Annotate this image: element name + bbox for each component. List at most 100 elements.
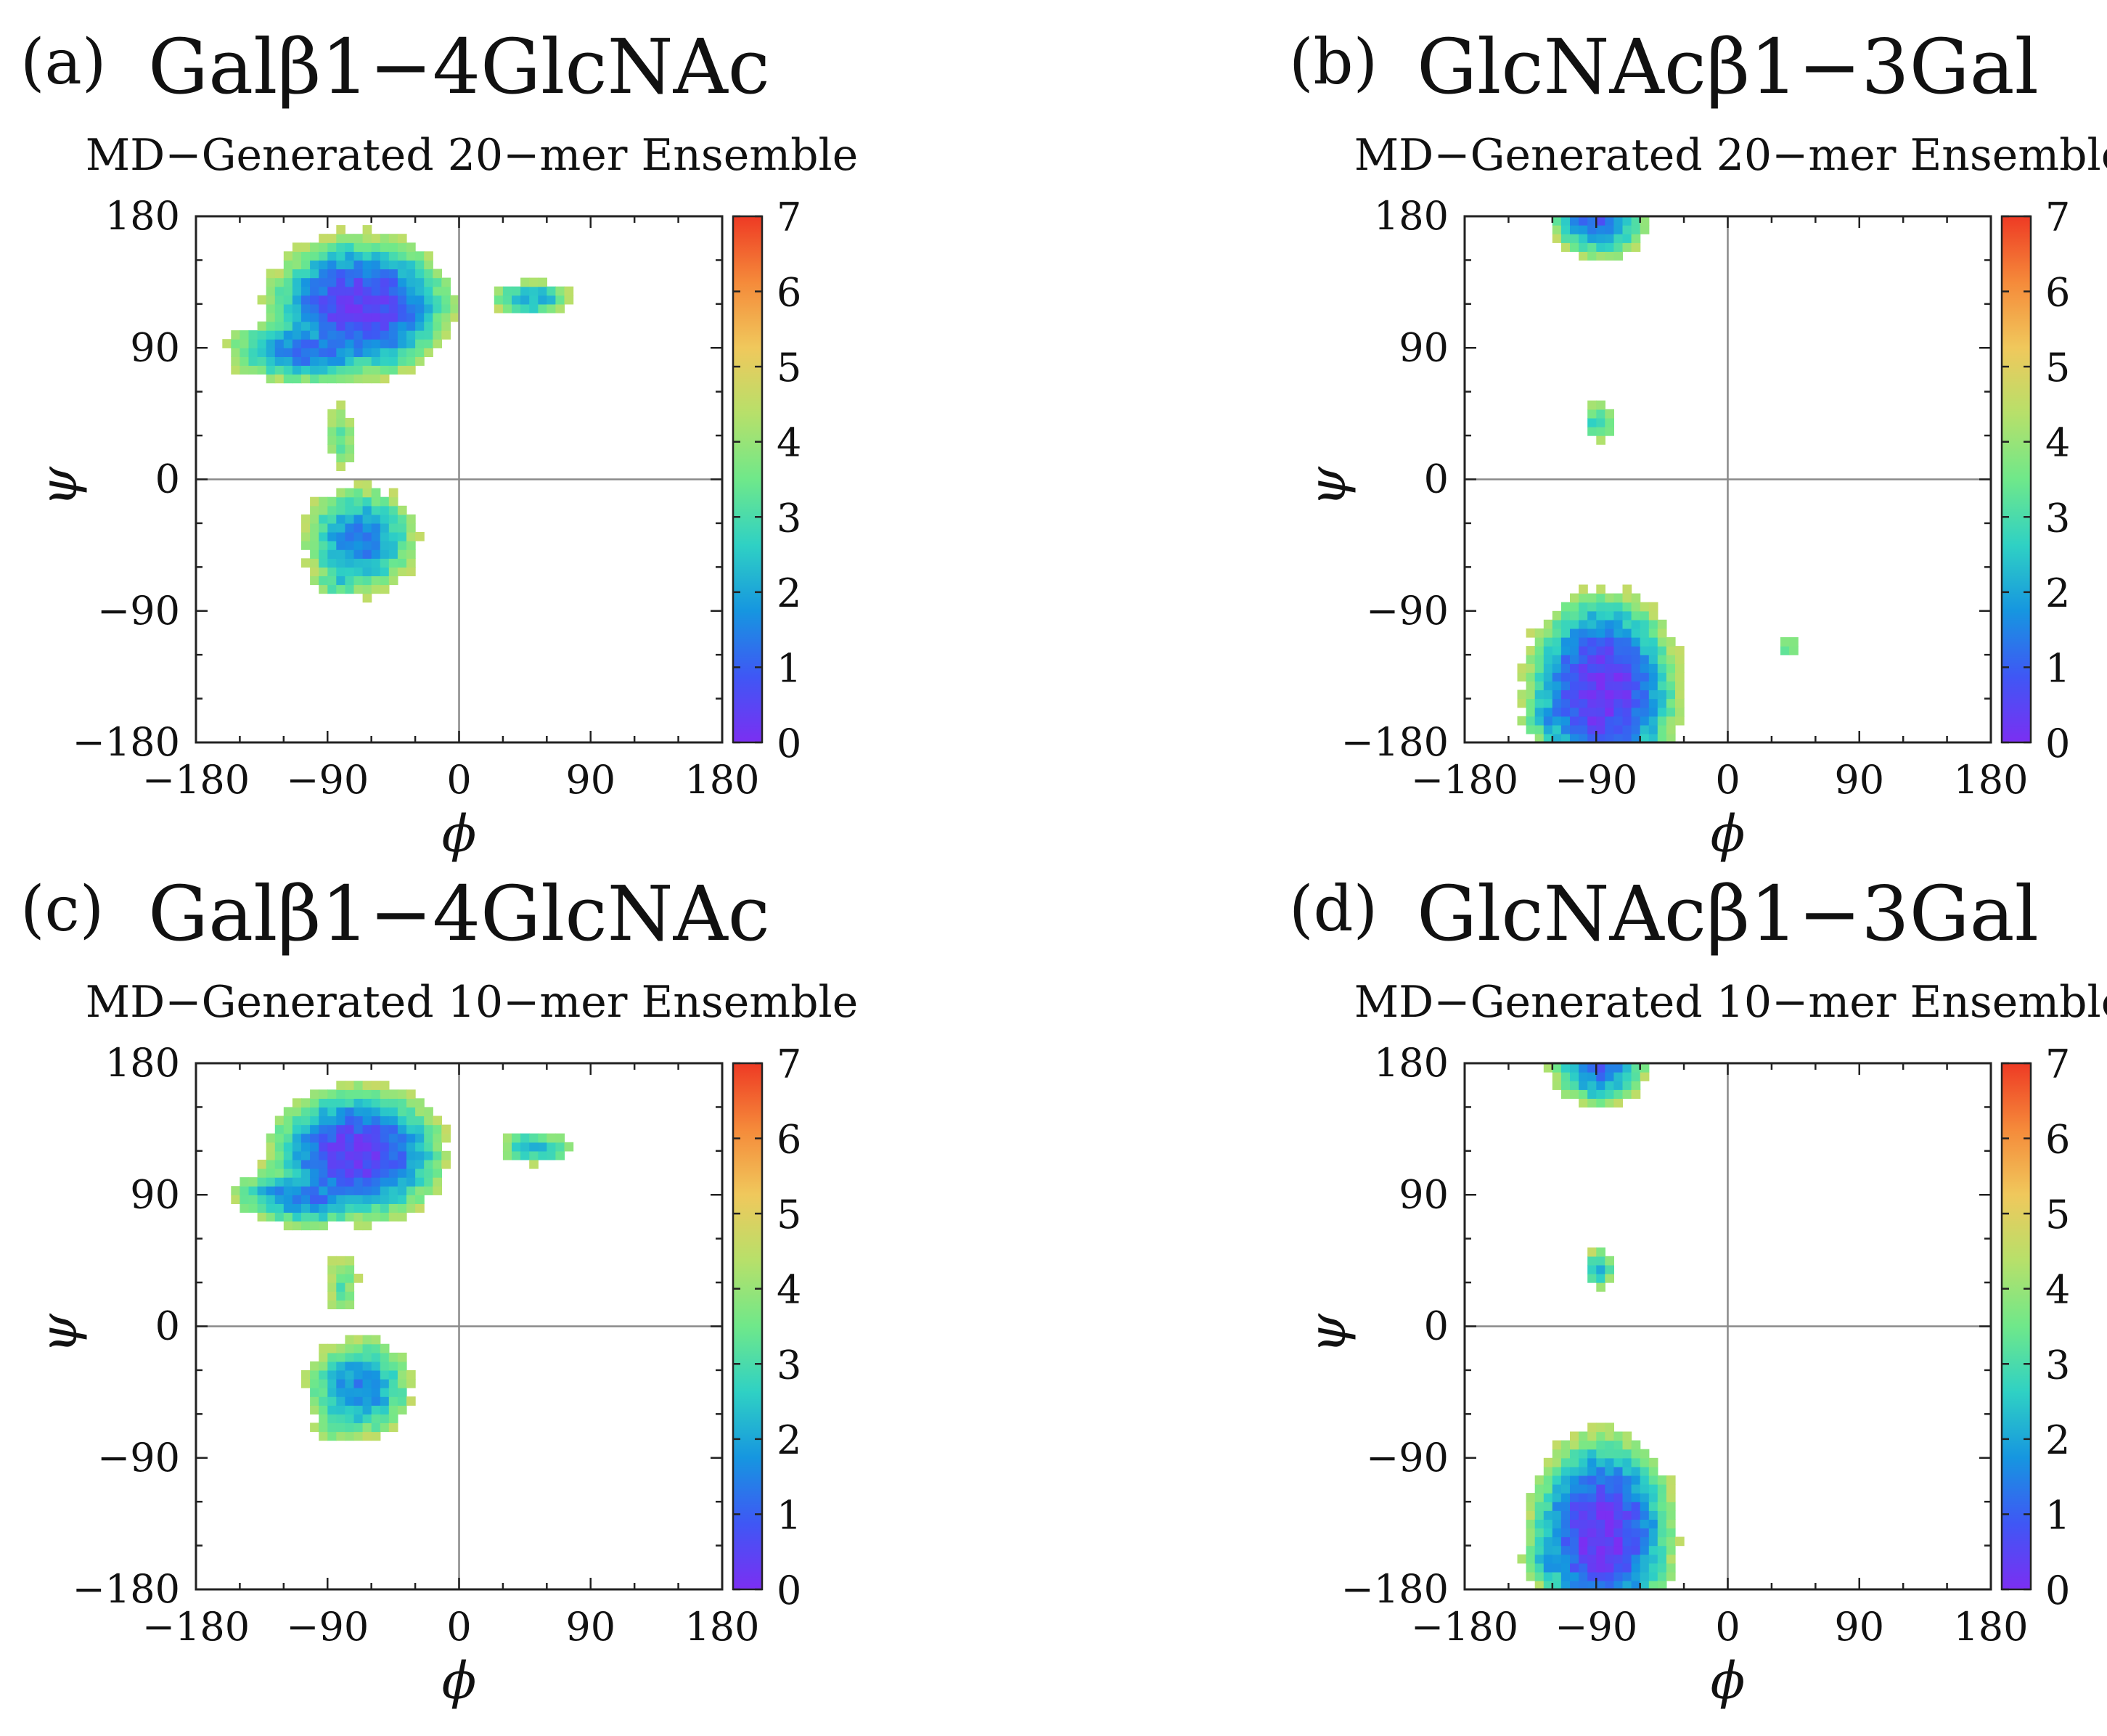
- heatmap-cell: [388, 523, 398, 533]
- heatmap-cell: [1552, 698, 1562, 708]
- heatmap-cell: [310, 286, 319, 296]
- heatmap-cell: [371, 1133, 381, 1143]
- heatmap-cell: [353, 277, 364, 287]
- heatmap-cell: [380, 303, 390, 314]
- heatmap-cell: [336, 251, 345, 261]
- heatmap-cell: [292, 1212, 302, 1222]
- heatmap-cell: [441, 277, 451, 287]
- heatmap-cell: [1596, 655, 1605, 664]
- heatmap-cell: [1579, 1457, 1588, 1467]
- heatmap-cell: [310, 567, 319, 576]
- heatmap-cell: [380, 1352, 390, 1362]
- heatmap-cell: [1631, 1449, 1641, 1459]
- heatmap-cell: [319, 286, 328, 296]
- colorbar-tick-label: 0: [2045, 1568, 2070, 1613]
- heatmap-cell: [345, 567, 355, 576]
- heatmap-cell: [397, 532, 407, 541]
- heatmap-cell: [1587, 646, 1597, 655]
- heatmap-cell: [406, 312, 416, 322]
- heatmap-cell: [1605, 1449, 1614, 1459]
- heatmap-cell: [345, 549, 355, 559]
- heatmap-cell: [319, 260, 328, 270]
- heatmap-cell: [371, 339, 381, 348]
- heatmap-cell: [1613, 689, 1624, 700]
- colorbar-tick-label: 1: [2045, 645, 2070, 691]
- heatmap-cell: [1631, 1081, 1641, 1090]
- heatmap-cell: [301, 365, 311, 375]
- heatmap-cell: [319, 1195, 328, 1204]
- heatmap-cell: [1560, 1571, 1571, 1581]
- heatmap-cell: [380, 1203, 390, 1213]
- heatmap-cell: [388, 576, 398, 586]
- heatmap-cell: [1640, 1536, 1650, 1547]
- heatmap-cell: [1631, 234, 1641, 243]
- colorbar-tick-label: 3: [777, 495, 801, 541]
- heatmap-cell: [388, 295, 398, 305]
- heatmap-cell: [310, 1168, 319, 1178]
- heatmap-cell: [1648, 628, 1658, 638]
- heatmap-cell: [362, 576, 372, 586]
- heatmap-cell: [1596, 707, 1605, 717]
- heatmap-cell: [1640, 225, 1650, 234]
- heatmap-cell: [319, 312, 328, 322]
- heatmap-cell: [1666, 733, 1676, 742]
- heatmap-cell: [336, 417, 345, 427]
- heatmap-cell: [371, 1142, 381, 1152]
- heatmap-cell: [502, 295, 512, 305]
- heatmap-cell: [327, 496, 337, 507]
- heatmap-cell: [327, 1352, 337, 1362]
- colorbar: [732, 215, 764, 744]
- heatmap-cell: [345, 514, 355, 524]
- heatmap-cell: [1657, 681, 1667, 691]
- heatmap-cell: [1613, 242, 1624, 252]
- heatmap-cell: [345, 277, 355, 287]
- heatmap-cell: [327, 1177, 337, 1187]
- heatmap-cell: [1543, 681, 1553, 691]
- heatmap-cell: [371, 1405, 381, 1414]
- heatmap-cell: [371, 348, 381, 357]
- heatmap-cell: [345, 260, 355, 270]
- colorbar-tick-label: 0: [2045, 721, 2070, 766]
- heatmap-cell: [433, 1124, 442, 1134]
- heatmap-cell: [283, 1133, 293, 1143]
- heatmap-cell: [336, 1264, 345, 1274]
- heatmap-cell: [1631, 602, 1641, 612]
- heatmap-cell: [371, 1352, 381, 1362]
- heatmap-cell: [1596, 663, 1605, 673]
- heatmap-cell: [301, 1168, 311, 1178]
- heatmap-cell: [1613, 1545, 1624, 1555]
- heatmap-cell: [1613, 1519, 1624, 1528]
- heatmap-cell: [1560, 234, 1571, 243]
- heatmap-cell: [1552, 707, 1562, 717]
- heatmap-cell: [1631, 1440, 1641, 1450]
- heatmap-cell: [327, 576, 337, 586]
- heatmap-cell: [336, 356, 345, 366]
- heatmap-cell: [327, 330, 337, 340]
- heatmap-cell: [371, 322, 381, 331]
- panel-subtitle: MD−Generated 20−mer Ensemble: [86, 130, 858, 181]
- heatmap-cell: [1534, 1580, 1545, 1589]
- heatmap-cell: [1648, 663, 1658, 673]
- heatmap-cell: [336, 444, 345, 454]
- heatmap-cell: [1666, 637, 1676, 647]
- heatmap-cell: [502, 303, 512, 314]
- heatmap-cell: [1587, 593, 1597, 603]
- heatmap-cell: [327, 1089, 337, 1099]
- heatmap-cell: [433, 1168, 442, 1178]
- x-tick-label: −90: [1555, 757, 1637, 803]
- heatmap-cell: [380, 1212, 390, 1222]
- heatmap-cell: [362, 488, 372, 498]
- heatmap-cell: [380, 1343, 390, 1354]
- heatmap-cell: [266, 277, 276, 287]
- heatmap-cell: [388, 1133, 398, 1143]
- heatmap-cell: [433, 1133, 442, 1143]
- heatmap-cell: [345, 1203, 355, 1213]
- heatmap-cell: [336, 1098, 345, 1107]
- heatmap-cell: [371, 312, 381, 322]
- heatmap-cell: [310, 1115, 319, 1126]
- heatmap-cell: [1552, 1449, 1562, 1459]
- heatmap-cell: [1631, 628, 1641, 638]
- heatmap-cell: [1587, 1081, 1597, 1090]
- heatmap-cell: [1596, 602, 1605, 612]
- heatmap-cell: [336, 1159, 345, 1169]
